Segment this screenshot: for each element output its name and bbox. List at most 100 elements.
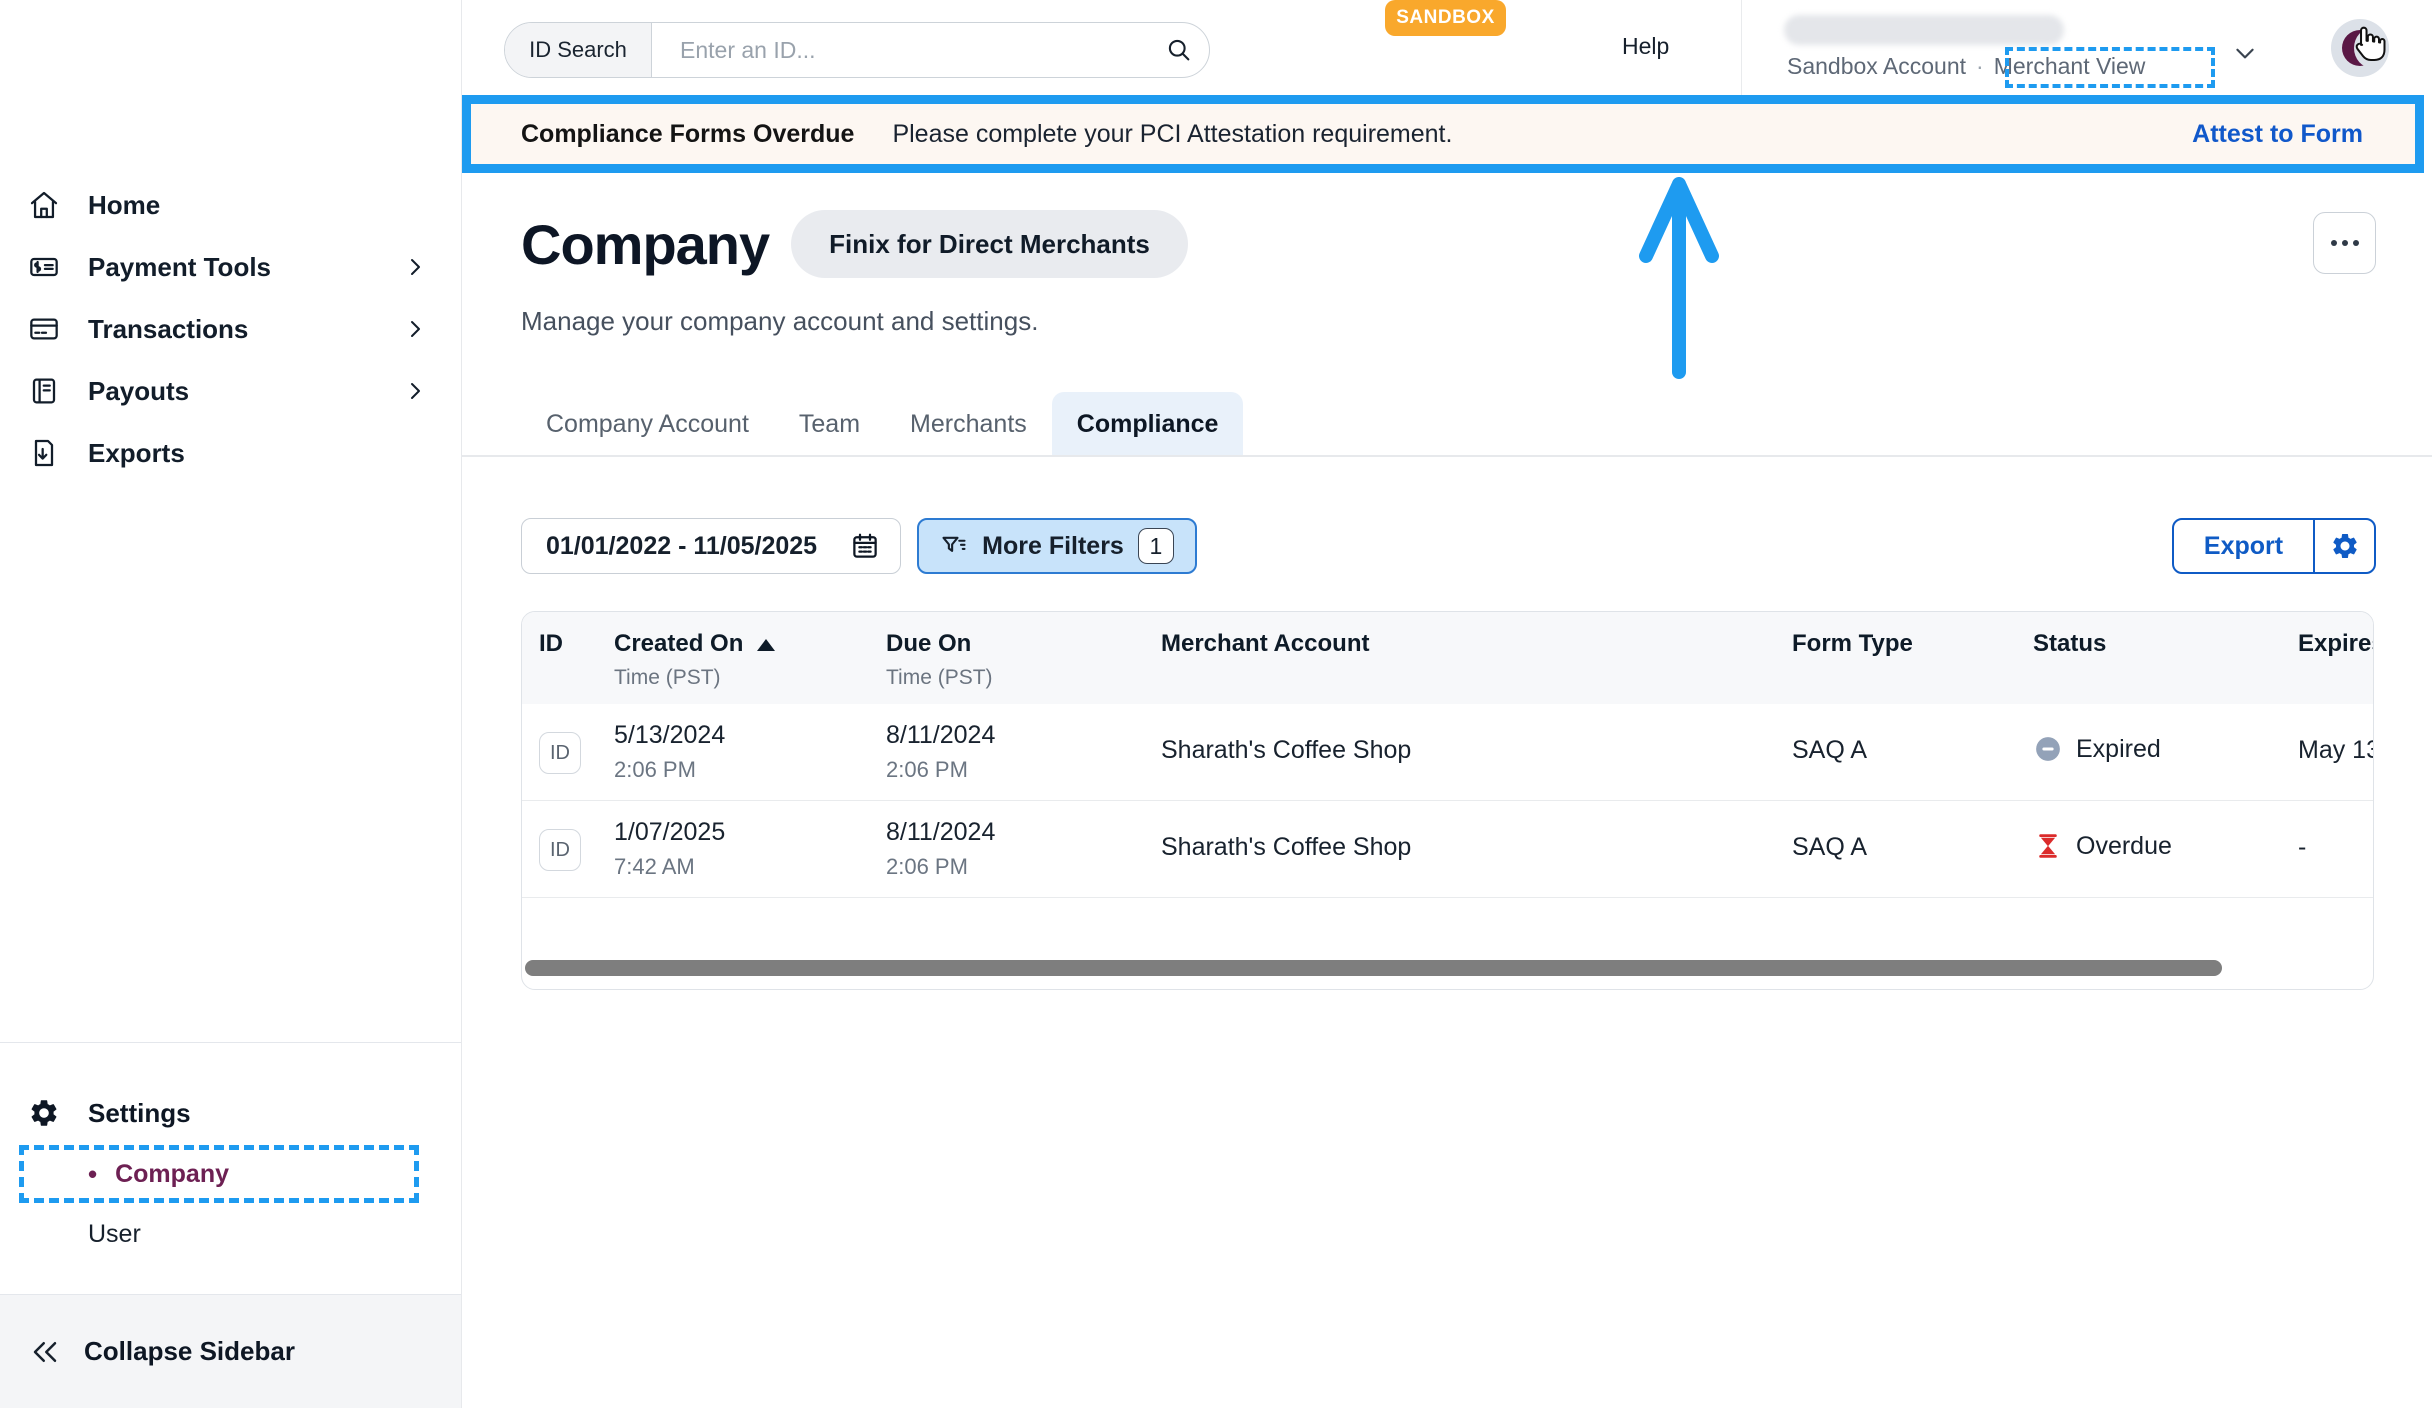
- column-header-merchant-account: Merchant Account: [1161, 630, 1370, 657]
- collapse-sidebar-button[interactable]: Collapse Sidebar: [0, 1294, 461, 1408]
- company-type-badge: Finix for Direct Merchants: [791, 210, 1188, 278]
- transactions-icon: [28, 313, 60, 345]
- sidebar-subitem-label: Company: [115, 1159, 230, 1188]
- page-title: Company: [521, 212, 770, 276]
- tabs-divider: [462, 455, 2432, 457]
- account-selector[interactable]: Sandbox Account · Merchant View: [1787, 53, 2145, 80]
- column-subheader: Time (PST): [886, 666, 993, 689]
- overflow-menu-button[interactable]: [2313, 212, 2376, 274]
- sidebar-item-label: Exports: [88, 437, 185, 468]
- home-icon: [28, 189, 60, 221]
- search-input[interactable]: [652, 36, 1149, 64]
- topbar-divider: [1741, 0, 1742, 95]
- sidebar-item-label: Payouts: [88, 375, 190, 406]
- sandbox-badge: SANDBOX: [1385, 0, 1506, 36]
- export-button[interactable]: Export: [2174, 520, 2315, 572]
- column-header-status: Status: [2033, 630, 2107, 657]
- due-time: 2:06 PM: [886, 757, 968, 782]
- filter-count-badge: 1: [1137, 528, 1174, 564]
- chevron-right-icon: [403, 317, 427, 341]
- id-chip-button[interactable]: ID: [539, 829, 581, 871]
- tab-merchants[interactable]: Merchants: [910, 409, 1027, 438]
- sidebar-divider: [0, 1042, 461, 1043]
- merchant-account: Sharath's Coffee Shop: [1161, 736, 1412, 764]
- column-header-form-type: Form Type: [1792, 630, 1913, 657]
- date-range-filter[interactable]: 01/01/2022 - 11/05/2025: [521, 518, 901, 574]
- payouts-icon: [28, 375, 60, 407]
- merchant-account: Sharath's Coffee Shop: [1161, 833, 1412, 861]
- status-label: Overdue: [2076, 831, 2172, 860]
- dot-icon: [2341, 240, 2348, 246]
- gear-icon: [28, 1097, 60, 1129]
- avatar[interactable]: [2331, 19, 2389, 77]
- help-link[interactable]: Help: [1622, 33, 1670, 59]
- table-header: ID Created On Time (PST) Due On Time (PS…: [522, 612, 2373, 704]
- created-time: 2:06 PM: [614, 757, 696, 782]
- created-time: 7:42 AM: [614, 854, 695, 879]
- column-header-expires: Expires: [2298, 630, 2373, 657]
- tab-company-account[interactable]: Company Account: [546, 409, 749, 438]
- sidebar-item-exports[interactable]: Exports: [0, 422, 461, 484]
- avatar-glyph: [2342, 28, 2389, 68]
- minus-circle-icon: [2036, 737, 2060, 761]
- sidebar-item-company[interactable]: Company: [0, 1144, 461, 1204]
- sidebar-item-label: Payment Tools: [88, 251, 272, 282]
- id-search-label: ID Search: [529, 37, 627, 62]
- hourglass-icon: [2039, 834, 2057, 858]
- column-header-id: ID: [539, 630, 563, 657]
- expires-value: May 13: [2298, 736, 2374, 764]
- created-date: 5/13/2024: [614, 721, 726, 749]
- more-filters-label: More Filters: [982, 531, 1124, 560]
- page-subtitle: Manage your company account and settings…: [521, 306, 1039, 336]
- export-split-button: Export: [2172, 518, 2376, 574]
- sidebar-item-label: Transactions: [88, 313, 249, 344]
- created-date: 1/07/2025: [614, 818, 726, 846]
- account-label: Sandbox Account: [1787, 53, 1967, 79]
- filter-row: 01/01/2022 - 11/05/2025 More Filters 1 E…: [0, 518, 2432, 574]
- redacted-account-name: [1784, 15, 2064, 45]
- sidebar-item-user[interactable]: User: [0, 1204, 461, 1264]
- sidebar-item-home[interactable]: Home: [0, 174, 461, 236]
- banner-message: Please complete your PCI Attestation req…: [892, 119, 1453, 148]
- more-filters-button[interactable]: More Filters 1: [917, 518, 1197, 574]
- calendar-icon: [850, 531, 880, 561]
- sidebar-item-label: Home: [88, 189, 161, 220]
- column-header-due-on[interactable]: Due On: [886, 630, 972, 657]
- tab-team[interactable]: Team: [798, 409, 861, 438]
- id-chip-button[interactable]: ID: [539, 732, 581, 774]
- merchant-view-label: Merchant View: [1993, 53, 2146, 79]
- chevron-down-icon[interactable]: [2232, 40, 2258, 66]
- topbar: ID Search SANDBOX Help Sandbox Account ·…: [462, 0, 2432, 95]
- table-row[interactable]: ID 1/07/2025 7:42 AM 8/11/2024 2:06 PM S…: [522, 801, 2373, 898]
- status-badge: Overdue: [2033, 831, 2172, 861]
- chevron-right-icon: [403, 379, 427, 403]
- tab-compliance[interactable]: Compliance: [1051, 392, 1244, 456]
- table-row[interactable]: ID 5/13/2024 2:06 PM 8/11/2024 2:06 PM S…: [522, 704, 2373, 801]
- horizontal-scrollbar-thumb[interactable]: [525, 960, 2222, 976]
- search-icon[interactable]: [1149, 23, 1209, 77]
- due-date: 8/11/2024: [886, 818, 996, 846]
- dot-icon: [2352, 240, 2359, 246]
- date-range-value: 01/01/2022 - 11/05/2025: [546, 531, 818, 560]
- collapse-sidebar-label: Collapse Sidebar: [84, 1336, 295, 1366]
- due-date: 8/11/2024: [886, 721, 996, 749]
- payment-tools-icon: [28, 251, 60, 283]
- export-settings-gear-icon[interactable]: [2315, 520, 2374, 572]
- account-separator: ·: [1976, 53, 1984, 79]
- chevron-right-icon: [403, 255, 427, 279]
- sidebar-item-payouts[interactable]: Payouts: [0, 360, 461, 422]
- id-search-type-button[interactable]: ID Search: [505, 23, 652, 77]
- id-search: ID Search: [504, 22, 1210, 78]
- sidebar-item-transactions[interactable]: Transactions: [0, 298, 461, 360]
- annotation-arrow-up: [1639, 177, 1719, 379]
- compliance-forms-table: ID Created On Time (PST) Due On Time (PS…: [521, 611, 2374, 990]
- compliance-banner: Compliance Forms Overdue Please complete…: [462, 95, 2424, 173]
- sidebar-settings-group: Settings Company User: [0, 1082, 461, 1264]
- form-type: SAQ A: [1792, 833, 1868, 861]
- attest-to-form-link[interactable]: Attest to Form: [2192, 119, 2363, 148]
- due-time: 2:06 PM: [886, 854, 968, 879]
- sidebar-item-settings[interactable]: Settings: [0, 1082, 461, 1144]
- banner-title: Compliance Forms Overdue: [521, 119, 855, 148]
- column-header-created-on[interactable]: Created On: [614, 630, 776, 658]
- sidebar-item-payment-tools[interactable]: Payment Tools: [0, 236, 461, 298]
